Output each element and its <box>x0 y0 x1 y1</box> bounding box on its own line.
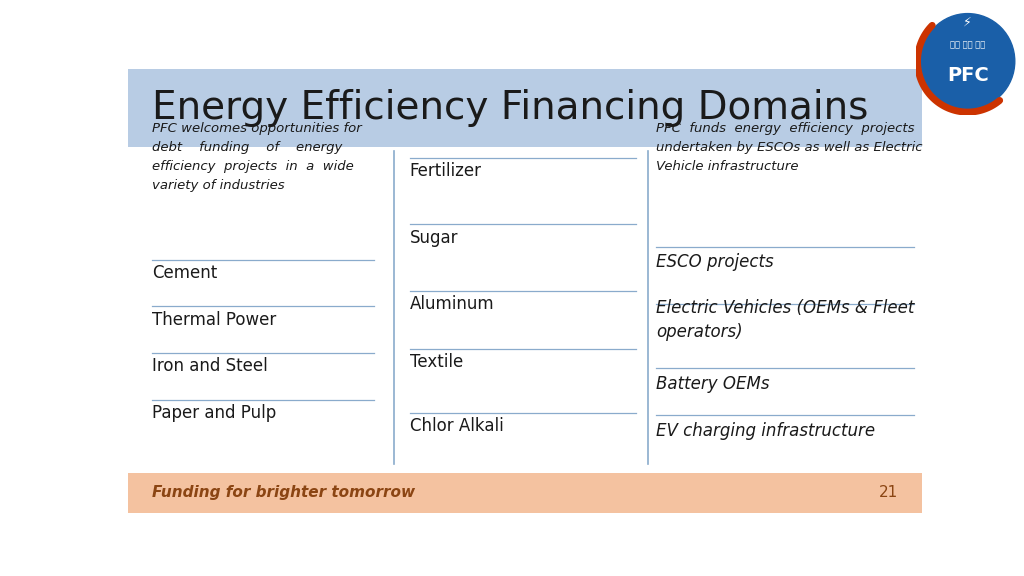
FancyBboxPatch shape <box>128 147 922 473</box>
Text: Cement: Cement <box>152 264 217 282</box>
Text: PFC welcomes opportunities for
debt    funding    of    energy
efficiency  proje: PFC welcomes opportunities for debt fund… <box>152 122 361 192</box>
FancyBboxPatch shape <box>128 69 922 147</box>
Text: Iron and Steel: Iron and Steel <box>152 357 267 376</box>
Text: 21: 21 <box>879 485 898 500</box>
Text: EV charging infrastructure: EV charging infrastructure <box>655 422 874 439</box>
Text: Thermal Power: Thermal Power <box>152 310 276 329</box>
Text: Paper and Pulp: Paper and Pulp <box>152 404 276 422</box>
Text: ESCO projects: ESCO projects <box>655 253 773 271</box>
Text: Aluminum: Aluminum <box>410 295 495 313</box>
Text: Funding for brighter tomorrow: Funding for brighter tomorrow <box>152 485 415 500</box>
Text: Textile: Textile <box>410 353 463 371</box>
Text: Battery OEMs: Battery OEMs <box>655 375 769 393</box>
Text: पी एफ सी: पी एफ सी <box>950 40 985 49</box>
Circle shape <box>921 14 1015 109</box>
Text: Energy Efficiency Financing Domains: Energy Efficiency Financing Domains <box>152 89 868 127</box>
Text: PFC: PFC <box>947 66 988 85</box>
FancyBboxPatch shape <box>128 473 922 513</box>
Text: Chlor Alkali: Chlor Alkali <box>410 417 504 435</box>
Text: Sugar: Sugar <box>410 229 458 247</box>
Text: Electric Vehicles (OEMs & Fleet
operators): Electric Vehicles (OEMs & Fleet operator… <box>655 299 914 340</box>
Text: ⚡: ⚡ <box>964 16 972 28</box>
Text: Fertilizer: Fertilizer <box>410 162 481 180</box>
Text: PFC  funds  energy  efficiency  projects
undertaken by ESCOs as well as Electric: PFC funds energy efficiency projects und… <box>655 122 923 173</box>
